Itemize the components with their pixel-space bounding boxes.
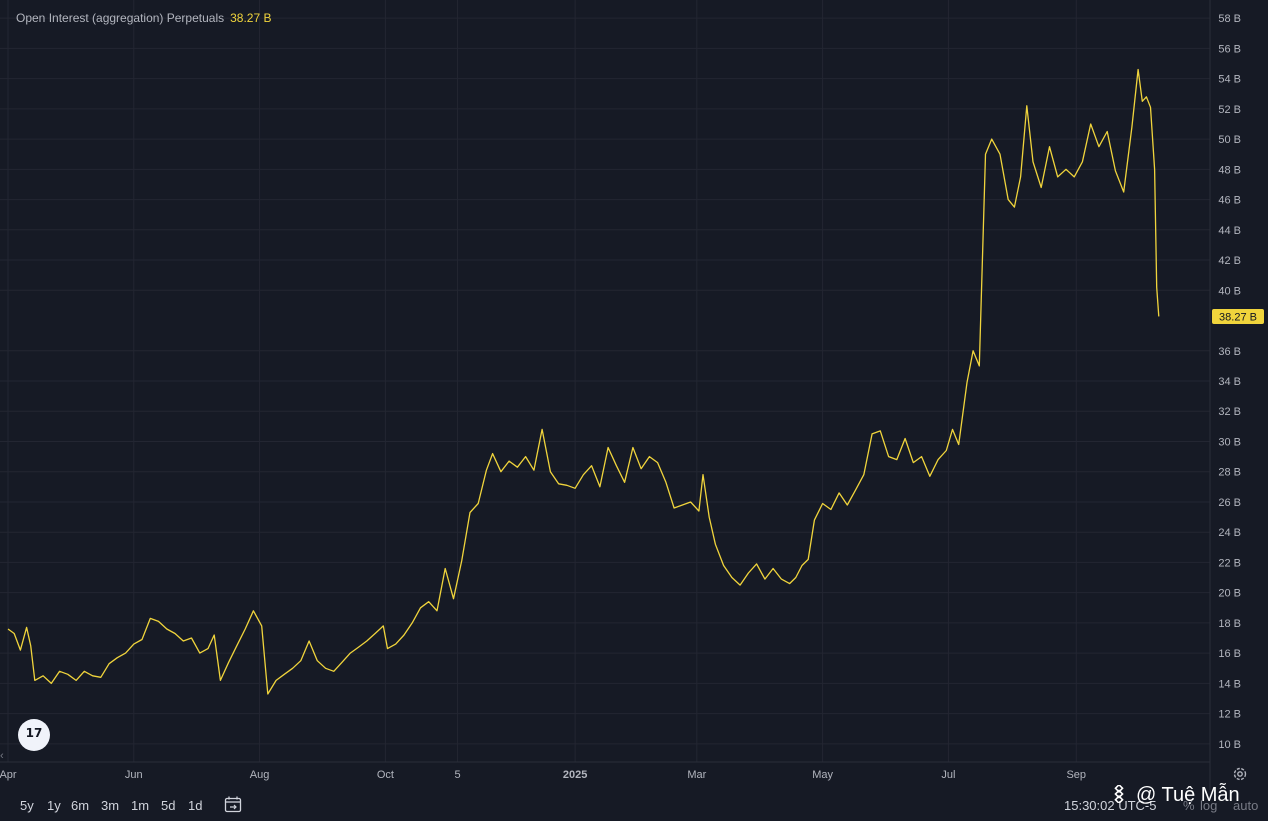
svg-text:38.27 B: 38.27 B <box>1219 311 1257 323</box>
y-tick-label: 54 B <box>1218 74 1241 86</box>
price-axis-labels: 58 B 56 B 54 B 52 B 50 B 48 B 46 B 44 B 42 B 40 B… <box>1218 13 1241 751</box>
x-tick-label: Jun <box>125 769 143 781</box>
y-tick-label: 56 B <box>1218 43 1241 55</box>
series-legend[interactable]: Open Interest (aggregation) Perpetuals 38… <box>16 11 272 25</box>
y-tick-label: 14 B <box>1218 678 1241 690</box>
y-tick-label: 12 B <box>1218 709 1241 721</box>
timeframe-1m[interactable]: 1m <box>131 798 150 813</box>
y-tick-label: 46 B <box>1218 195 1241 207</box>
watermark-text: @ Tuệ Mẫn <box>1136 784 1240 806</box>
auto-toggle[interactable]: auto <box>1233 798 1259 813</box>
x-tick-label: May <box>812 769 833 781</box>
timeframe-6m[interactable]: 6m <box>71 798 90 813</box>
binance-logo-icon <box>1114 785 1124 803</box>
watermark: @ Tuệ Mẫn <box>1110 784 1240 807</box>
clock-timezone[interactable]: 15:30:02 UTC-5 <box>1064 798 1157 813</box>
vertical-gridlines <box>7 0 1077 762</box>
y-tick-label: 40 B <box>1218 285 1241 297</box>
percent-toggle[interactable]: % <box>1183 798 1195 813</box>
y-tick-label: 36 B <box>1218 346 1241 358</box>
goto-date-icon[interactable] <box>224 796 244 814</box>
timeframe-5y[interactable]: 5y <box>20 798 34 813</box>
x-tick-label: Aug <box>250 769 270 781</box>
y-tick-label: 44 B <box>1218 225 1241 237</box>
y-tick-label: 50 B <box>1218 134 1241 146</box>
timeframe-1y[interactable]: 1y <box>47 798 61 813</box>
y-tick-label: 10 B <box>1218 739 1241 751</box>
x-tick-label: Oct <box>377 769 394 781</box>
y-tick-label: 34 B <box>1218 376 1241 388</box>
scroll-left-icon[interactable]: ‹ <box>0 750 4 762</box>
open-interest-line <box>7 68 1160 695</box>
y-tick-label: 16 B <box>1218 648 1241 660</box>
y-tick-label: 52 B <box>1218 104 1241 116</box>
horizontal-gridlines <box>0 17 1210 745</box>
y-tick-label: 26 B <box>1218 497 1241 509</box>
log-toggle[interactable]: log <box>1200 798 1218 813</box>
y-tick-label: 42 B <box>1218 255 1241 267</box>
y-tick-label: 22 B <box>1218 557 1241 569</box>
tradingview-logo-text: 17 <box>25 726 43 740</box>
y-tick-label: 58 B <box>1218 13 1241 25</box>
y-tick-label: 18 B <box>1218 618 1241 630</box>
tradingview-logo-icon[interactable]: 17 <box>18 719 50 751</box>
timeframe-5d[interactable]: 5d <box>161 798 176 813</box>
gear-icon[interactable] <box>1232 766 1248 782</box>
y-tick-label: 30 B <box>1218 436 1241 448</box>
timeframe-1d[interactable]: 1d <box>188 798 203 813</box>
y-tick-label: 20 B <box>1218 588 1241 600</box>
bottom-toolbar: 5y 1y 6m 3m 1m 5d 1d <box>0 790 1268 821</box>
timeframe-3m[interactable]: 3m <box>101 798 120 813</box>
y-tick-label: 28 B <box>1218 467 1241 479</box>
x-tick-label: Jul <box>941 769 955 781</box>
x-tick-label: Mar <box>687 769 706 781</box>
y-tick-label: 24 B <box>1218 527 1241 539</box>
x-tick-label: 2025 <box>563 769 587 781</box>
y-tick-label: 32 B <box>1218 406 1241 418</box>
y-tick-label: 48 B <box>1218 164 1241 176</box>
last-value-marker: 38.27 B <box>1212 308 1264 324</box>
legend-series-value: 38.27 B <box>230 11 272 25</box>
legend-series-name: Open Interest (aggregation) Perpetuals <box>16 11 225 25</box>
time-axis-labels: Apr Jun Aug Oct 5 2025 Mar May Jul Sep <box>0 769 1086 781</box>
x-tick-label: Sep <box>1066 769 1086 781</box>
x-tick-label: 5 <box>455 769 461 781</box>
x-tick-label: Apr <box>0 769 17 781</box>
